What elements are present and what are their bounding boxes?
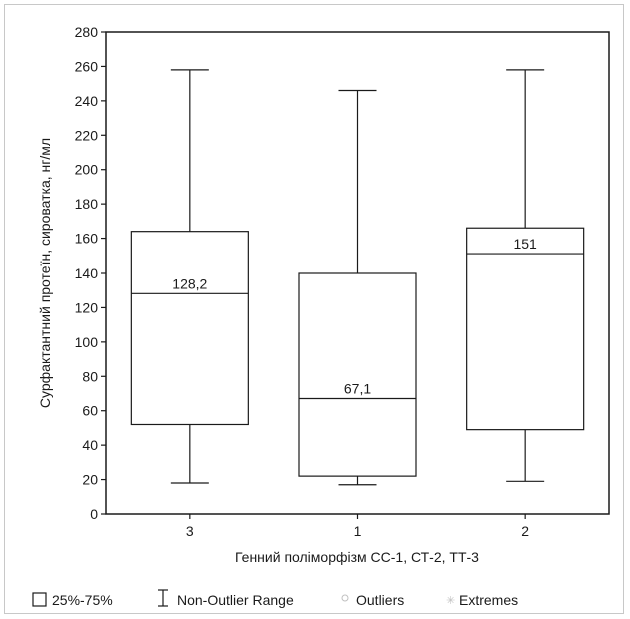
y-tick-label: 40 — [82, 437, 98, 453]
iqr-box — [466, 227, 585, 431]
y-tick-label: 140 — [75, 265, 99, 281]
y-tick-label: 280 — [75, 24, 99, 40]
x-axis-title: Генний поліморфізм СС-1, СТ-2, ТТ-3 — [235, 549, 479, 565]
legend-label-extremes: Extremes — [459, 592, 518, 608]
legend: 25%-75% Non-Outlier Range Outliers ✳ Ext… — [32, 589, 518, 608]
box-group: 128,2 — [130, 69, 249, 484]
chart-frame — [4, 4, 624, 614]
y-tick-label: 80 — [82, 368, 98, 384]
legend-label-box: 25%-75% — [52, 592, 113, 608]
box-group: 151 — [466, 69, 585, 482]
y-tick-label: 100 — [75, 334, 99, 350]
median-label: 67,1 — [344, 380, 371, 396]
y-tick-label: 220 — [75, 127, 99, 143]
legend-box-icon — [32, 592, 47, 607]
y-tick-label: 60 — [82, 403, 98, 419]
legend-whisker-icon — [158, 589, 168, 607]
y-tick-label: 180 — [75, 196, 99, 212]
legend-star-icon: ✳ — [446, 595, 455, 607]
legend-label-whisker: Non-Outlier Range — [177, 592, 294, 608]
x-tick-label: 1 — [354, 523, 362, 539]
y-tick-label: 200 — [75, 162, 99, 178]
y-tick-label: 240 — [75, 93, 99, 109]
x-axis: 3 1 2 — [186, 514, 529, 539]
y-tick-label: 260 — [75, 58, 99, 74]
y-axis-title: Сурфактантний протеїн, сироватка, нг/мл — [37, 138, 53, 408]
legend-label-outliers: Outliers — [356, 592, 404, 608]
x-tick-label: 2 — [521, 523, 529, 539]
median-label: 151 — [513, 236, 537, 252]
y-tick-label: 120 — [75, 299, 99, 315]
y-tick-label: 0 — [90, 506, 98, 522]
iqr-box — [298, 272, 417, 477]
iqr-box — [130, 231, 249, 426]
y-axis: 0 20 40 60 80 100 120 140 160 180 200 220 240 260 280 — [75, 24, 106, 522]
median-label: 128,2 — [172, 275, 207, 291]
legend-circle-icon — [341, 594, 349, 602]
box-group: 67,1 — [298, 89, 417, 486]
box-series: 128,2 67,1 151 — [130, 69, 585, 486]
y-tick-label: 20 — [82, 472, 98, 488]
y-tick-label: 160 — [75, 231, 99, 247]
x-tick-label: 3 — [186, 523, 194, 539]
